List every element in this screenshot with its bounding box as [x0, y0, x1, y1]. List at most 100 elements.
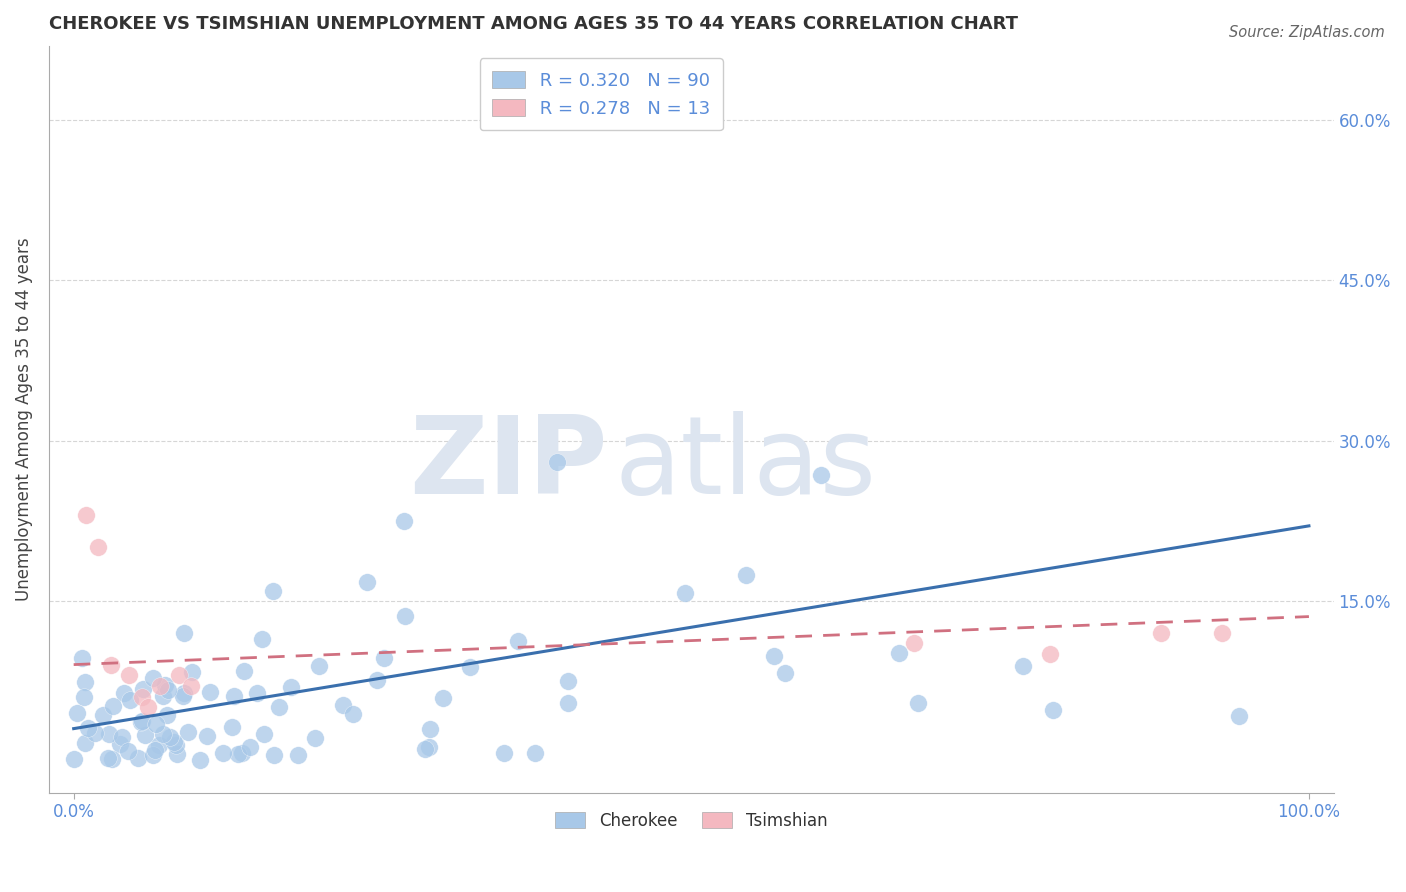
Point — [332, 698, 354, 712]
Point — [413, 742, 436, 756]
Point — [198, 685, 221, 699]
Point — [253, 727, 276, 741]
Point — [557, 696, 579, 710]
Point — [153, 678, 176, 692]
Point — [1150, 625, 1173, 640]
Point — [280, 680, 302, 694]
Point — [287, 747, 309, 762]
Point — [167, 668, 190, 682]
Point — [75, 675, 97, 690]
Point — [269, 699, 291, 714]
Point — [889, 646, 911, 660]
Point — [263, 747, 285, 762]
Point — [231, 746, 253, 760]
Point — [100, 657, 122, 672]
Point — [557, 673, 579, 688]
Point — [907, 696, 929, 710]
Point — [1227, 708, 1250, 723]
Point — [83, 726, 105, 740]
Point — [165, 739, 187, 753]
Point — [492, 746, 515, 760]
Point — [166, 747, 188, 762]
Point — [195, 729, 218, 743]
Point — [460, 660, 482, 674]
Point — [250, 632, 273, 647]
Point — [262, 584, 284, 599]
Point — [148, 738, 170, 752]
Point — [127, 751, 149, 765]
Point — [101, 752, 124, 766]
Point — [143, 743, 166, 757]
Point — [304, 731, 326, 745]
Point — [172, 689, 194, 703]
Point — [163, 735, 186, 749]
Point — [224, 689, 246, 703]
Point — [73, 690, 96, 704]
Point — [134, 728, 156, 742]
Point — [246, 685, 269, 699]
Point — [221, 720, 243, 734]
Point — [903, 636, 925, 650]
Point — [177, 725, 200, 739]
Point — [1042, 703, 1064, 717]
Point — [392, 514, 415, 528]
Text: ZIP: ZIP — [409, 411, 607, 517]
Point — [131, 690, 153, 704]
Point — [308, 659, 330, 673]
Point — [1211, 625, 1233, 640]
Point — [70, 651, 93, 665]
Point — [546, 455, 568, 469]
Point — [91, 707, 114, 722]
Point — [87, 540, 110, 554]
Point — [366, 673, 388, 688]
Point — [356, 575, 378, 590]
Point — [145, 717, 167, 731]
Point — [180, 665, 202, 679]
Point — [66, 706, 89, 720]
Point — [152, 727, 174, 741]
Point — [142, 671, 165, 685]
Point — [108, 737, 131, 751]
Y-axis label: Unemployment Among Ages 35 to 44 years: Unemployment Among Ages 35 to 44 years — [15, 237, 32, 601]
Point — [188, 753, 211, 767]
Point — [159, 730, 181, 744]
Point — [762, 648, 785, 663]
Point — [418, 739, 440, 754]
Text: Source: ZipAtlas.com: Source: ZipAtlas.com — [1229, 25, 1385, 40]
Point — [734, 568, 756, 582]
Point — [432, 690, 454, 705]
Point — [419, 722, 441, 736]
Point — [152, 690, 174, 704]
Point — [73, 736, 96, 750]
Point — [118, 668, 141, 682]
Point — [775, 665, 797, 680]
Point — [149, 679, 172, 693]
Point — [97, 750, 120, 764]
Point — [180, 679, 202, 693]
Point — [508, 634, 530, 648]
Point — [342, 706, 364, 721]
Point — [673, 586, 696, 600]
Point — [77, 721, 100, 735]
Legend: Cherokee, Tsimshian: Cherokee, Tsimshian — [548, 805, 834, 837]
Point — [211, 746, 233, 760]
Point — [132, 682, 155, 697]
Point — [131, 714, 153, 728]
Point — [98, 727, 121, 741]
Point — [142, 747, 165, 762]
Point — [117, 744, 139, 758]
Point — [1011, 658, 1033, 673]
Point — [129, 714, 152, 729]
Point — [136, 700, 159, 714]
Point — [173, 685, 195, 699]
Point — [63, 752, 86, 766]
Point — [110, 731, 132, 745]
Point — [226, 747, 249, 761]
Point — [232, 665, 254, 679]
Point — [112, 686, 135, 700]
Point — [373, 651, 395, 665]
Text: CHEROKEE VS TSIMSHIAN UNEMPLOYMENT AMONG AGES 35 TO 44 YEARS CORRELATION CHART: CHEROKEE VS TSIMSHIAN UNEMPLOYMENT AMONG… — [49, 15, 1018, 33]
Point — [103, 699, 125, 714]
Point — [810, 468, 832, 483]
Point — [394, 608, 416, 623]
